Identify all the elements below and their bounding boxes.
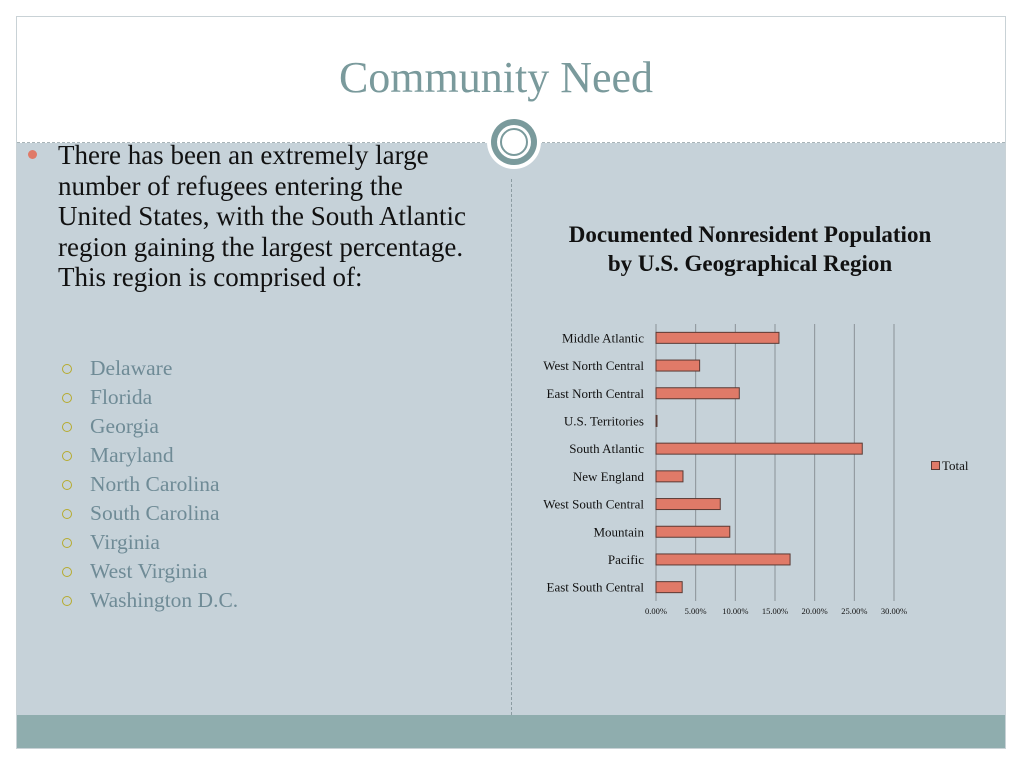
bullet-dot-icon [28,150,37,159]
x-tick-label: 5.00% [685,606,707,616]
chart-legend: Total [931,458,969,474]
bar [655,359,701,372]
page-title: Community Need [338,53,654,102]
category-label: Pacific [608,552,644,567]
list-item: Delaware [58,354,238,383]
chart-title: Documented Nonresident Population by U.S… [568,222,932,276]
ring-bullet-icon [62,364,72,374]
list-item: Maryland [58,441,238,470]
x-tick-label: 30.00% [881,606,907,616]
ring-bullet-icon [62,538,72,548]
main-bullet-text: There has been an extremely large number… [58,140,466,292]
x-tick-label: 0.00% [645,606,667,616]
footer-band [17,715,1005,748]
list-item: Georgia [58,412,238,441]
category-label: West South Central [543,497,644,512]
bar-chart: 0.00% 5.00% 10.00% 15.00% 20.00% 25.00% 30.00%… [543,324,907,616]
category-label: Mountain [593,524,644,539]
ring-bullet-icon [62,596,72,606]
bar [655,581,683,594]
category-label: New England [573,469,645,484]
list-item: South Carolina [58,499,238,528]
x-tick-label: 10.00% [722,606,748,616]
circle-ornament-icon [487,115,541,169]
bar [655,498,721,511]
ring-bullet-icon [62,393,72,403]
category-label: West North Central [543,358,644,373]
category-label: Middle Atlantic [562,330,644,345]
bar [655,414,658,427]
list-item: Virginia [58,528,238,557]
x-tick-label: 25.00% [841,606,867,616]
ring-bullet-icon [62,451,72,461]
category-label: South Atlantic [569,441,644,456]
bar [655,387,740,400]
slide [16,16,1006,749]
bar [655,553,791,566]
ring-bullet-icon [62,567,72,577]
list-item: West Virginia [58,557,238,586]
column-divider [511,179,512,715]
main-bullet: There has been an extremely large number… [28,140,468,293]
x-tick-label: 20.00% [802,606,828,616]
list-item: North Carolina [58,470,238,499]
content-area [17,143,1005,715]
state-list: Delaware Florida Georgia Maryland North … [58,354,238,615]
bar [655,331,780,344]
category-label: U.S. Territories [564,413,644,428]
list-item: Florida [58,383,238,412]
list-item: Washington D.C. [58,586,238,615]
ring-bullet-icon [62,480,72,490]
bar [655,442,863,455]
bar [655,470,684,483]
ring-bullet-icon [62,422,72,432]
category-label: East South Central [547,580,645,595]
legend-swatch-icon [931,461,940,470]
bar [655,525,731,538]
ring-bullet-icon [62,509,72,519]
x-tick-label: 15.00% [762,606,788,616]
category-label: East North Central [547,386,645,401]
legend-label: Total [942,458,969,473]
